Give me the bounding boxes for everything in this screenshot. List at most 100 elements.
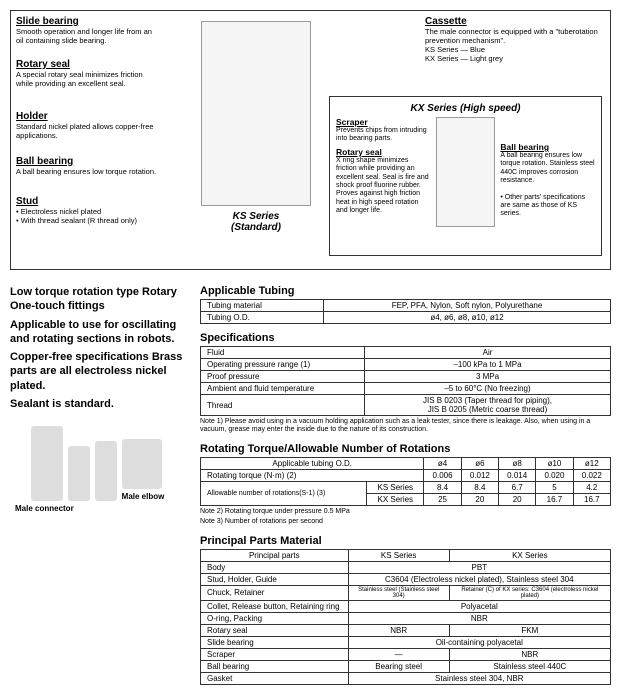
holder-title: Holder bbox=[16, 111, 186, 122]
parts-scraper-kx: NBR bbox=[449, 648, 610, 660]
torque-rt8: 0.014 bbox=[499, 469, 536, 481]
specs-proof: Proof pressure bbox=[201, 371, 365, 383]
kx-drawing bbox=[436, 117, 496, 227]
torque-rt10: 0.020 bbox=[536, 469, 573, 481]
torque-c6: ø6 bbox=[461, 457, 498, 469]
torque-table: Applicable tubing O.D. ø4ø6ø8ø10ø12 Rota… bbox=[200, 457, 611, 506]
specs-temp: Ambient and fluid temperature bbox=[201, 383, 365, 395]
ks-drawing bbox=[201, 21, 311, 206]
heading-2: Applicable to use for oscillating and ro… bbox=[10, 318, 185, 347]
specs-proof-v: 3 MPa bbox=[365, 371, 611, 383]
other-note: • Other parts' specifications are same a… bbox=[500, 194, 595, 219]
torque-title: Rotating Torque/Allowable Number of Rota… bbox=[200, 443, 611, 455]
ball-bearing2-title: Ball bearing bbox=[500, 142, 595, 152]
torque-rt: Rotating torque (N·m) (2) bbox=[201, 469, 424, 481]
torque-ks6: 8.4 bbox=[461, 481, 498, 493]
stud-desc1: • Electroless nickel plated bbox=[16, 207, 137, 216]
parts-slide-v: Oil-containing polyacetal bbox=[348, 636, 610, 648]
parts-table: Principal partsKS SeriesKX Series BodyPB… bbox=[200, 549, 611, 685]
torque-rt12: 0.022 bbox=[573, 469, 610, 481]
torque-kx4: 25 bbox=[424, 493, 461, 505]
torque-kx12: 16.7 bbox=[573, 493, 610, 505]
specs-fluid-v: Air bbox=[365, 347, 611, 359]
product-connector bbox=[31, 426, 63, 501]
torque-note2: Note 2) Rotating torque under pressure 0… bbox=[200, 508, 611, 516]
parts-collet-v: Polyacetal bbox=[348, 600, 610, 612]
torque-ks4: 8.4 bbox=[424, 481, 461, 493]
ball-bearing-desc: A ball bearing ensures low torque rotati… bbox=[16, 167, 156, 176]
cassette-kx: KX Series — Light grey bbox=[425, 54, 570, 63]
stud-title: Stud bbox=[16, 196, 137, 207]
rotary-seal2-title: Rotary seal bbox=[336, 147, 431, 157]
tubing-r1c2: FEP, PFA, Nylon, Soft nylon, Polyurethan… bbox=[324, 300, 611, 312]
torque-rt4: 0.006 bbox=[424, 469, 461, 481]
parts-oring-v: NBR bbox=[348, 612, 610, 624]
parts-chuck-ks: Stainless steel (Stainless steel 304) bbox=[348, 585, 449, 600]
torque-ks: KS Series bbox=[367, 481, 424, 493]
stud-desc2: • With thread sealant (R thread only) bbox=[16, 216, 137, 225]
scraper-title: Scraper bbox=[336, 117, 431, 127]
lower-section: Low torque rotation type Rotary One-touc… bbox=[10, 285, 611, 685]
parts-chuck: Chuck, Retainer bbox=[201, 585, 349, 600]
tubing-title: Applicable Tubing bbox=[200, 285, 611, 297]
torque-rt6: 0.012 bbox=[461, 469, 498, 481]
holder-desc: Standard nickel plated allows copper-fre… bbox=[16, 122, 186, 140]
slide-bearing-desc: Smooth operation and longer life from an… bbox=[16, 27, 161, 45]
callout-rotary-seal: Rotary seal A special rotary seal minimi… bbox=[16, 59, 161, 88]
tubing-r2c2: ø4, ø6, ø8, ø10, ø12 bbox=[324, 312, 611, 324]
parts-h2: KS Series bbox=[348, 549, 449, 561]
torque-ar: Allowable number of rotations(S-1) (3) bbox=[201, 481, 367, 505]
parts-ball-kx: Stainless steel 440C bbox=[449, 660, 610, 672]
specs-pressure-v: –100 kPa to 1 MPa bbox=[365, 359, 611, 371]
cassette-desc: The male connector is equipped with a "t… bbox=[425, 27, 600, 45]
parts-gasket-v: Stainless steel 304, NBR bbox=[348, 672, 610, 684]
specs-table: FluidAir Operating pressure range (1)–10… bbox=[200, 346, 611, 416]
torque-h-od: Applicable tubing O.D. bbox=[201, 457, 424, 469]
right-column: Applicable Tubing Tubing materialFEP, PF… bbox=[200, 285, 611, 685]
torque-ks10: 5 bbox=[536, 481, 573, 493]
rotary-seal2-desc: X ring shape minimizes friction while pr… bbox=[336, 157, 431, 216]
parts-stud: Stud, Holder, Guide bbox=[201, 573, 349, 585]
parts-oring: O-ring, Packing bbox=[201, 612, 349, 624]
callout-ball-bearing: Ball bearing A ball bearing ensures low … bbox=[16, 156, 156, 176]
cassette-title: Cassette bbox=[425, 16, 600, 27]
callout-cassette: Cassette The male connector is equipped … bbox=[425, 16, 600, 63]
torque-kx10: 16.7 bbox=[536, 493, 573, 505]
kx-series-label: KX Series (High speed) bbox=[336, 103, 595, 114]
parts-scraper-ks: — bbox=[348, 648, 449, 660]
torque-c4: ø4 bbox=[424, 457, 461, 469]
torque-kx6: 20 bbox=[461, 493, 498, 505]
product-small1 bbox=[68, 446, 90, 501]
cassette-ks: KS Series — Blue bbox=[425, 45, 570, 54]
parts-chuck-kx: Retainer (C) of KX series: C3604 (electr… bbox=[449, 585, 610, 600]
specs-thread-v: JIS B 0203 (Taper thread for piping), JI… bbox=[365, 395, 611, 416]
tubing-table: Tubing materialFEP, PFA, Nylon, Soft nyl… bbox=[200, 299, 611, 324]
callout-stud: Stud • Electroless nickel plated • With … bbox=[16, 196, 137, 225]
parts-ball-ks: Bearing steel bbox=[348, 660, 449, 672]
parts-stud-v: C3604 (Electroless nickel plated), Stain… bbox=[348, 573, 610, 585]
parts-h1: Principal parts bbox=[201, 549, 349, 561]
slide-bearing-title: Slide bearing bbox=[16, 16, 161, 27]
torque-ks8: 6.7 bbox=[499, 481, 536, 493]
male-connector-label: Male connector bbox=[15, 504, 185, 513]
parts-rotary-kx: FKM bbox=[449, 624, 610, 636]
torque-ks12: 4.2 bbox=[573, 481, 610, 493]
parts-collet: Collet, Release button, Retaining ring bbox=[201, 600, 349, 612]
ball-bearing2-desc: A ball bearing ensures low torque rotati… bbox=[500, 152, 595, 186]
parts-slide: Slide bearing bbox=[201, 636, 349, 648]
parts-body: Body bbox=[201, 561, 349, 573]
torque-c8: ø8 bbox=[499, 457, 536, 469]
parts-h3: KX Series bbox=[449, 549, 610, 561]
specs-fluid: Fluid bbox=[201, 347, 365, 359]
tubing-r2c1: Tubing O.D. bbox=[201, 312, 324, 324]
product-elbow: Male elbow bbox=[122, 439, 165, 501]
torque-note3: Note 3) Number of rotations per second bbox=[200, 518, 611, 526]
ks-series-label: KS Series (Standard) bbox=[201, 211, 311, 233]
heading-4: Sealant is standard. bbox=[10, 397, 185, 411]
tubing-r1c1: Tubing material bbox=[201, 300, 324, 312]
specs-pressure: Operating pressure range (1) bbox=[201, 359, 365, 371]
left-column: Low torque rotation type Rotary One-touc… bbox=[10, 285, 185, 685]
rotary-seal-desc: A special rotary seal minimizes friction… bbox=[16, 70, 161, 88]
product-images: Male elbow bbox=[10, 426, 185, 501]
torque-kx8: 20 bbox=[499, 493, 536, 505]
